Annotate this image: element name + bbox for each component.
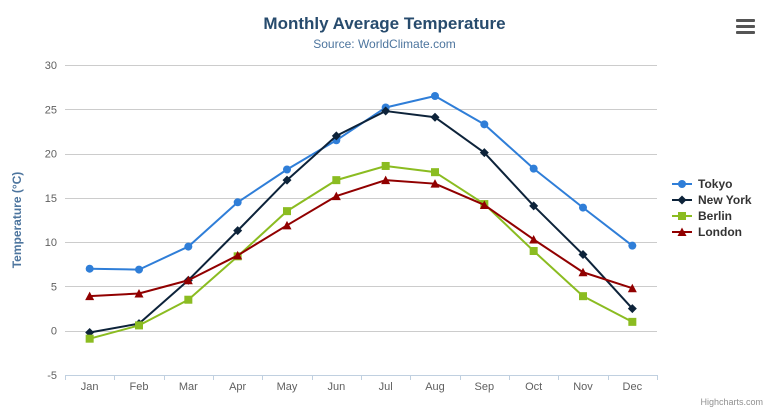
series-line[interactable] (88, 110, 634, 334)
data-point-marker-square[interactable] (184, 295, 193, 304)
data-point-marker-circle[interactable] (579, 203, 587, 212)
x-axis-tick-label: Aug (425, 381, 445, 393)
data-point-marker-diamond[interactable] (479, 148, 489, 158)
diamond-marker-icon (672, 195, 692, 205)
hamburger-icon (736, 25, 755, 28)
data-point-marker-diamond[interactable] (331, 131, 341, 141)
data-point-marker-triangle[interactable] (430, 179, 440, 188)
data-point-marker-triangle[interactable] (578, 267, 588, 277)
x-axis-tick-label: Mar (179, 381, 198, 393)
data-point-marker-square[interactable] (579, 292, 587, 301)
series-line[interactable] (88, 179, 634, 298)
y-axis-title: Temperature (°C) (10, 172, 24, 269)
y-axis-tick-label: 30 (45, 60, 57, 72)
data-point-marker-triangle[interactable] (479, 200, 489, 209)
data-point-marker-square[interactable] (381, 161, 390, 170)
legend-item-berlin[interactable]: Berlin (671, 208, 752, 224)
data-point-marker-triangle[interactable] (233, 250, 243, 260)
data-point-marker-circle[interactable] (184, 242, 193, 251)
data-point-marker-square[interactable] (431, 168, 439, 177)
x-axis-tick-label: Dec (623, 381, 643, 393)
data-point-marker-diamond[interactable] (578, 250, 588, 260)
legend-item-london[interactable]: London (671, 224, 752, 240)
data-point-marker-triangle[interactable] (627, 283, 637, 293)
series-tokyo (85, 92, 637, 274)
x-axis-tick-label: Nov (573, 381, 593, 393)
circle-marker-icon (672, 180, 692, 188)
data-point-marker-square[interactable] (529, 247, 538, 255)
hamburger-icon (736, 19, 755, 22)
y-axis-tick-label: 25 (45, 104, 57, 116)
x-axis-tick-label: Sep (475, 381, 495, 393)
data-point-marker-square[interactable] (283, 207, 291, 216)
data-point-marker-diamond[interactable] (233, 226, 243, 236)
legend-label: New York (698, 193, 752, 207)
data-point-marker-diamond[interactable] (430, 112, 440, 122)
x-axis-tick-label: Apr (229, 381, 246, 393)
series-new-york (85, 106, 637, 337)
data-point-marker-diamond[interactable] (381, 106, 391, 116)
data-point-marker-circle[interactable] (628, 241, 637, 250)
x-axis-tick-label: Jan (81, 381, 99, 393)
legend-label: Tokyo (698, 177, 733, 191)
data-point-marker-square[interactable] (85, 334, 94, 343)
data-point-marker-triangle[interactable] (677, 227, 687, 237)
data-point-marker-square[interactable] (628, 317, 637, 326)
series-london (85, 175, 637, 301)
x-axis-tick-label: Feb (130, 381, 149, 393)
x-axis-tick-label: Jun (327, 381, 345, 393)
chart-subtitle: Source: WorldClimate.com (313, 37, 456, 51)
hamburger-icon (736, 31, 755, 34)
highcharts-credits-link[interactable]: Highcharts.com (700, 397, 763, 407)
x-axis-tick-label: Jul (379, 381, 393, 393)
data-point-marker-circle[interactable] (233, 198, 242, 207)
data-point-marker-square[interactable] (135, 321, 143, 330)
data-point-marker-diamond[interactable] (677, 195, 687, 205)
legend-item-tokyo[interactable]: Tokyo (671, 176, 752, 192)
context-menu-button[interactable] (736, 19, 755, 34)
x-axis-tick-label: Oct (525, 381, 542, 393)
y-axis-tick-label: 5 (51, 281, 57, 293)
data-point-marker-circle[interactable] (135, 265, 143, 274)
y-axis-tick-label: 10 (45, 237, 57, 249)
square-marker-icon (672, 212, 692, 220)
y-axis-tick-label: 20 (45, 149, 57, 161)
data-point-marker-circle[interactable] (678, 180, 686, 188)
y-axis-tick-label: 15 (45, 193, 57, 205)
series-line[interactable] (88, 95, 634, 271)
data-point-marker-diamond[interactable] (529, 201, 539, 211)
data-point-marker-triangle[interactable] (134, 289, 144, 298)
data-point-marker-square[interactable] (332, 176, 341, 185)
legend-label: London (698, 225, 742, 239)
data-point-marker-circle[interactable] (480, 120, 489, 129)
data-point-marker-diamond[interactable] (282, 175, 292, 185)
chart-title: Monthly Average Temperature (263, 14, 506, 33)
y-axis-tick-label: -5 (47, 370, 57, 382)
triangle-marker-icon (672, 227, 692, 237)
data-point-marker-triangle[interactable] (331, 191, 341, 201)
data-point-marker-circle[interactable] (85, 264, 94, 273)
data-point-marker-circle[interactable] (529, 164, 538, 173)
data-point-marker-circle[interactable] (283, 165, 291, 174)
x-axis-tick-label: May (277, 381, 298, 393)
data-point-marker-triangle[interactable] (529, 234, 539, 244)
data-point-marker-triangle[interactable] (85, 291, 95, 301)
data-point-marker-triangle[interactable] (381, 175, 391, 185)
data-point-marker-triangle[interactable] (183, 275, 193, 285)
legend: Tokyo New York Berlin London (671, 176, 752, 240)
data-point-marker-triangle[interactable] (282, 220, 292, 230)
y-axis-tick-label: 0 (51, 326, 57, 338)
legend-label: Berlin (698, 209, 733, 223)
data-point-marker-diamond[interactable] (627, 304, 637, 314)
legend-item-new-york[interactable]: New York (671, 192, 752, 208)
data-point-marker-square[interactable] (678, 212, 686, 220)
data-point-marker-circle[interactable] (431, 92, 439, 100)
series-line[interactable] (88, 164, 634, 340)
